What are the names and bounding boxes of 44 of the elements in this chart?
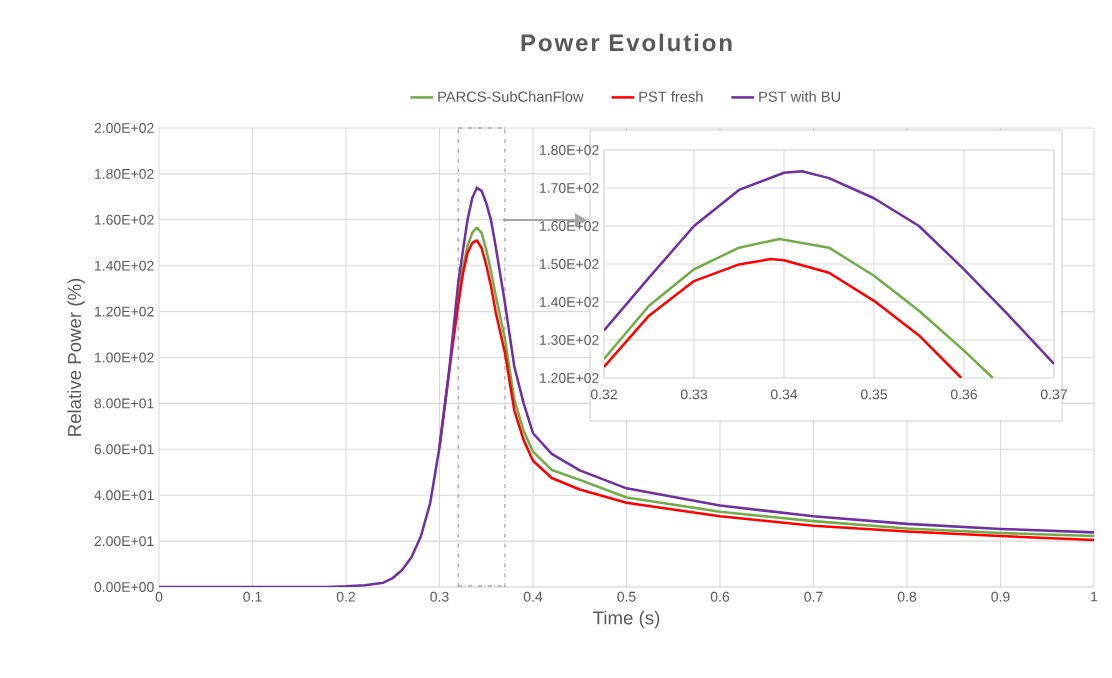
y-tick-label: 1.60E+02	[95, 214, 154, 225]
y-tick-label: 1.40E+02	[540, 297, 599, 307]
x-tick-label: 0.2	[336, 591, 356, 602]
line-series	[604, 237, 995, 378]
line-series	[604, 170, 1055, 366]
x-tick-label: 0.33	[680, 389, 708, 400]
y-tick-label: 1.60E+02	[540, 221, 599, 231]
y-tick-label: 1.80E+02	[540, 145, 599, 155]
x-tick-label: 0.35	[860, 389, 888, 400]
x-tick-label: 0.34	[770, 389, 798, 400]
x-tick-label: 0	[155, 591, 163, 602]
y-axis-title: Relative Power (%)	[67, 278, 85, 436]
x-tick-label: 0.37	[1040, 389, 1067, 400]
y-tick-label: 8.00E+01	[94, 398, 154, 409]
line-series	[604, 257, 963, 378]
x-tick-label: 0.32	[590, 389, 617, 400]
x-tick-label: 0.5	[617, 591, 636, 602]
legend-label: PST with BU	[759, 91, 841, 102]
y-tick-label: 1.30E+02	[540, 335, 599, 345]
x-tick-label: 0.9	[991, 591, 1010, 602]
x-tick-label: 0.1	[243, 591, 262, 602]
legend-label: PST fresh	[639, 91, 703, 102]
y-tick-label: 1.40E+02	[95, 260, 154, 271]
y-tick-label: 1.20E+02	[95, 306, 154, 317]
legend-label: PARCS-SubChanFlow	[438, 91, 584, 102]
x-tick-label: 0.7	[804, 591, 823, 602]
y-tick-label: 1.70E+02	[540, 183, 599, 193]
chart-title: Power Evolution	[521, 33, 732, 52]
y-tick-label: 6.00E+01	[94, 444, 154, 455]
y-tick-label: 2.00E+01	[94, 536, 154, 547]
x-axis-title: Time (s)	[593, 610, 660, 629]
y-tick-label: 0.00E+00	[94, 582, 154, 592]
x-tick-label: 0.8	[897, 591, 917, 602]
x-tick-label: 0.3	[430, 591, 449, 602]
y-tick-label: 1.50E+02	[540, 259, 599, 269]
y-tick-label: 1.20E+02	[540, 373, 599, 383]
y-tick-label: 2.00E+02	[94, 123, 154, 133]
x-tick-label: 0.4	[523, 591, 543, 602]
y-tick-label: 1.80E+02	[95, 168, 154, 179]
x-tick-label: 1	[1091, 591, 1098, 602]
x-tick-label: 0.36	[950, 389, 978, 400]
x-tick-label: 0.6	[710, 591, 730, 602]
y-tick-label: 1.00E+02	[95, 352, 154, 363]
y-tick-label: 4.00E+01	[94, 490, 154, 501]
